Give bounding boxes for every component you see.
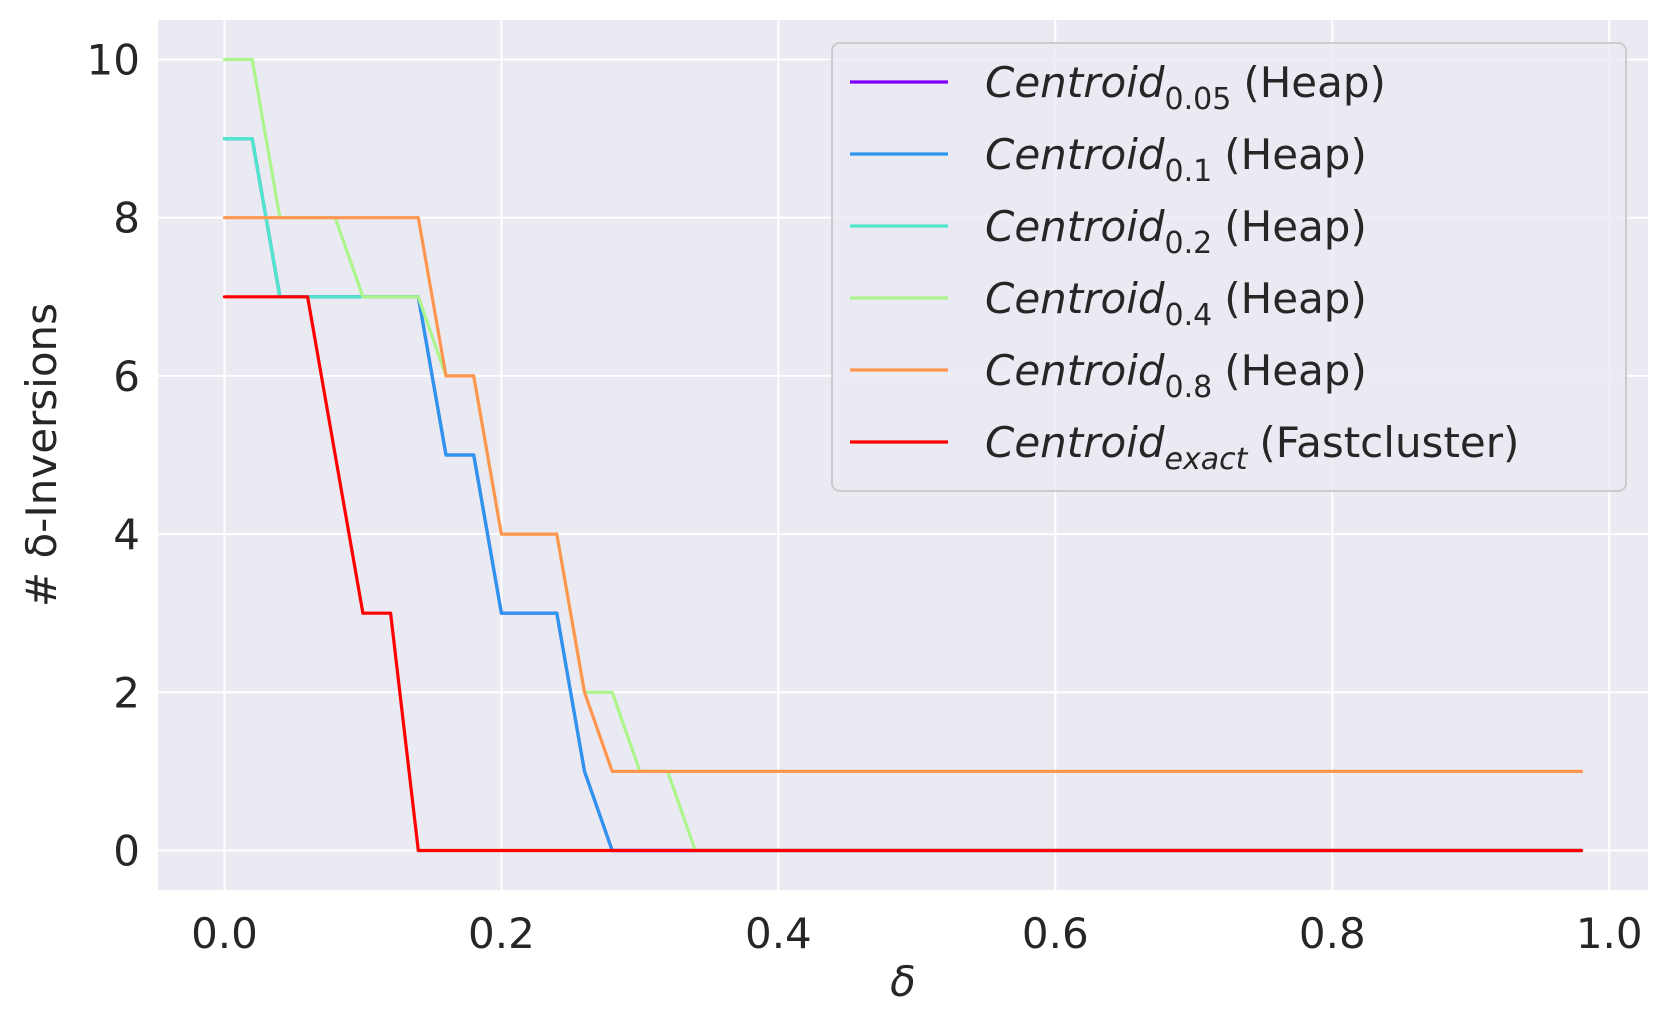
x-tick-label: 0.2 — [468, 909, 535, 958]
legend-label: Centroid0.8 (Heap) — [985, 346, 1367, 405]
series-line-0-8 — [222, 216, 1584, 774]
legend-series-subscript: 0.2 — [1165, 226, 1213, 261]
legend-series-suffix: (Fastcluster) — [1259, 418, 1519, 467]
y-tick-label: 2 — [113, 668, 140, 717]
legend-box — [831, 42, 1627, 492]
legend-label: Centroid0.2 (Heap) — [985, 202, 1367, 261]
legend-label: Centroid0.05 (Heap) — [985, 58, 1386, 117]
legend-series-name: Centroid — [985, 58, 1165, 107]
legend-series-suffix: (Heap) — [1224, 346, 1367, 395]
series-line-exact — [222, 295, 1584, 853]
legend-label: Centroid0.4 (Heap) — [985, 274, 1367, 333]
legend-series-suffix: (Heap) — [1243, 58, 1386, 107]
legend-label: Centroidexact (Fastcluster) — [985, 418, 1519, 477]
legend-series-subscript: 0.4 — [1165, 298, 1213, 333]
y-tick-label: 8 — [113, 194, 140, 243]
legend-series-name: Centroid — [985, 130, 1165, 179]
x-tick-label: 1.0 — [1576, 909, 1643, 958]
legend-series-subscript: exact — [1165, 442, 1249, 477]
legend-series-suffix: (Heap) — [1224, 130, 1367, 179]
legend-series-name: Centroid — [985, 346, 1165, 395]
x-tick-label: 0.6 — [1022, 909, 1089, 958]
y-tick-label: 0 — [113, 826, 140, 875]
y-tick-label: 6 — [113, 352, 140, 401]
x-tick-label: 0.8 — [1299, 909, 1366, 958]
x-tick-label: 0.4 — [745, 909, 812, 958]
legend-series-subscript: 0.1 — [1165, 154, 1213, 189]
legend-series-suffix: (Heap) — [1224, 202, 1367, 251]
legend-series-subscript: 0.05 — [1165, 82, 1232, 117]
series-lines — [222, 57, 1584, 853]
legend-series-subscript: 0.8 — [1165, 370, 1213, 405]
legend-series-name: Centroid — [985, 418, 1165, 467]
legend-series-name: Centroid — [985, 274, 1165, 323]
y-tick-label: 4 — [113, 510, 140, 559]
legend-label: Centroid0.1 (Heap) — [985, 130, 1367, 189]
legend: Centroid0.05 (Heap)Centroid0.1 (Heap)Centr… — [831, 42, 1627, 492]
y-tick-label: 10 — [87, 36, 140, 85]
y-axis-ticks: 0 2 4 6 8 10 — [87, 36, 140, 876]
x-axis-ticks: 0.0 0.2 0.4 0.6 0.8 1.0 — [191, 909, 1643, 958]
legend-entries: Centroid0.05 (Heap)Centroid0.1 (Heap)Centr… — [850, 58, 1519, 477]
x-axis-label: δ — [890, 957, 916, 1006]
legend-series-name: Centroid — [985, 202, 1165, 251]
y-axis-label: # δ-Inversions — [17, 303, 66, 607]
x-tick-label: 0.0 — [191, 909, 258, 958]
legend-series-suffix: (Heap) — [1224, 274, 1367, 323]
